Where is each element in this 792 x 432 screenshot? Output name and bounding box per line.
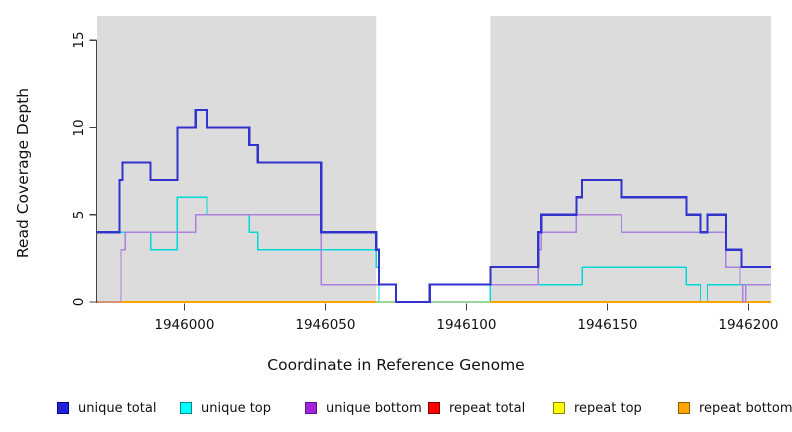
x-tick-label: 1946150 (577, 317, 638, 333)
legend-item: unique bottom (305, 398, 422, 418)
x-tick-label: 1946050 (295, 317, 356, 333)
legend-label: unique top (201, 400, 272, 416)
x-tick-label: 1946000 (154, 317, 215, 333)
series-line-unique-total (97, 108, 771, 304)
series-line-unique-bottom (97, 214, 771, 303)
legend-label: repeat top (574, 400, 642, 416)
legend-item: unique total (57, 398, 156, 418)
legend-item: repeat top (553, 398, 642, 418)
x-tick-label: 1946200 (718, 317, 779, 333)
legend-swatch-icon (428, 402, 440, 414)
legend-swatch-icon (305, 402, 317, 414)
legend-swatch-icon (180, 402, 192, 414)
legend-label: unique bottom (326, 400, 422, 416)
series-line-unique-top (97, 196, 771, 303)
y-tick-label: 10 (71, 118, 87, 137)
legend-item: repeat total (428, 398, 525, 418)
legend-label: repeat bottom (699, 400, 792, 416)
unmasked-region-band (376, 16, 491, 303)
y-tick-label: 5 (71, 210, 87, 220)
x-axis-title: Coordinate in Reference Genome (267, 356, 525, 374)
y-axis-title: Read Coverage Depth (14, 87, 32, 259)
legend-item: unique top (180, 398, 271, 418)
legend-swatch-icon (678, 402, 690, 414)
legend-label: unique total (78, 400, 157, 416)
y-tick-label: 15 (71, 31, 87, 49)
legend: unique total unique top unique bottom repea… (0, 398, 792, 422)
x-tick-label: 1946100 (436, 317, 497, 333)
legend-item: repeat bottom (678, 398, 792, 418)
legend-label: repeat total (449, 400, 526, 416)
legend-swatch-icon (57, 402, 69, 414)
y-tick-label: 0 (71, 297, 87, 307)
legend-swatch-icon (553, 402, 565, 414)
